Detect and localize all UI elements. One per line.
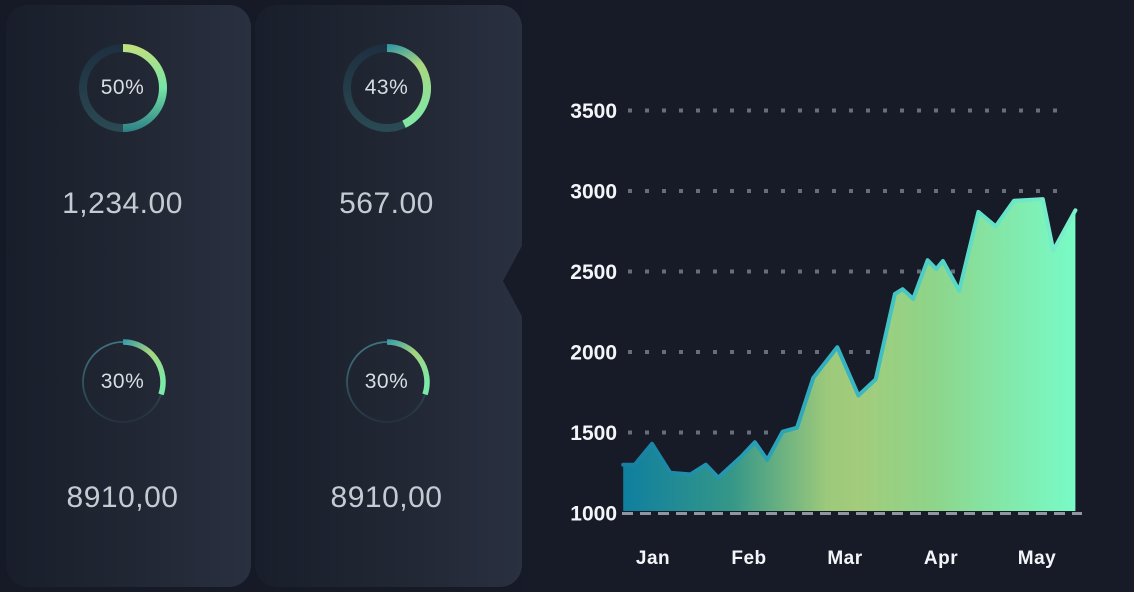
chart-panel xyxy=(522,0,1134,592)
stat-card: 43% 567.00 xyxy=(294,40,479,220)
progress-ring: 50% xyxy=(75,40,171,136)
stat-value: 1,234.00 xyxy=(62,187,183,220)
stat-card: 30% 8910,00 xyxy=(294,334,479,514)
stats-panel-left xyxy=(6,5,251,587)
progress-ring: 30% xyxy=(339,334,435,430)
stat-card: 50% 1,234.00 xyxy=(30,40,215,220)
progress-percent: 50% xyxy=(100,76,145,99)
stat-value: 8910,00 xyxy=(330,481,443,514)
progress-percent: 30% xyxy=(100,370,145,393)
progress-ring: 30% xyxy=(75,334,171,430)
stat-value: 567.00 xyxy=(339,187,434,220)
progress-ring: 43% xyxy=(339,40,435,136)
stat-card: 30% 8910,00 xyxy=(30,334,215,514)
stats-panel-right xyxy=(255,5,522,587)
stat-value: 8910,00 xyxy=(66,481,179,514)
progress-percent: 43% xyxy=(364,76,409,99)
progress-percent: 30% xyxy=(364,370,409,393)
